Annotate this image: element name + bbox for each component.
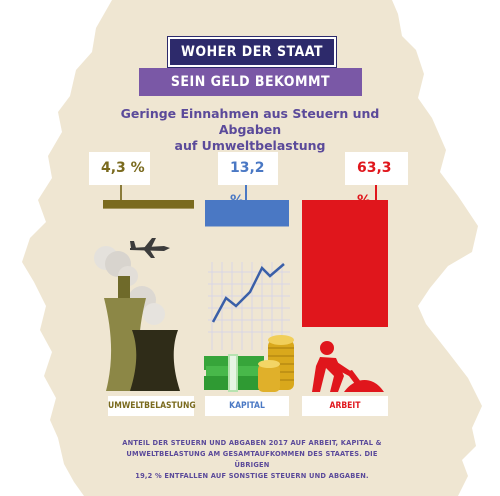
- title-line-1: WOHER DER STAAT: [167, 36, 337, 68]
- category-label-arbeit: ARBEIT: [302, 396, 388, 416]
- value-label-kapital: 13,2 %: [218, 152, 278, 209]
- bar-umweltbelastung: [103, 200, 194, 209]
- bar-kapital: [205, 200, 289, 227]
- subtitle-line-1: Geringe Einnahmen aus Steuern und Abgabe…: [120, 106, 380, 137]
- worker-shovel-icon: [312, 341, 384, 392]
- category-label-kapital: KAPITAL: [205, 396, 289, 416]
- subtitle: Geringe Einnahmen aus Steuern und Abgabe…: [90, 106, 410, 154]
- category-label-umweltbelastung: UMWELTBELASTUNG: [108, 396, 196, 416]
- cooling-tower-icon: [94, 246, 180, 391]
- value-label-umweltbelastung: 4,3 %: [89, 152, 150, 185]
- footnote-line-3: 19,2 % ENTFALLEN AUF SONSTIGE STEUERN UN…: [135, 471, 369, 480]
- money-stack-icon: [204, 354, 266, 392]
- footnote-line-2: UMWELTBELASTUNG AM GESAMTAUFKOMMEN DES S…: [126, 449, 378, 469]
- footnote: ANTEIL DER STEUERN UND ABGABEN 2017 AUF …: [118, 437, 386, 481]
- footnote-line-1: ANTEIL DER STEUERN UND ABGABEN 2017 AUF …: [122, 438, 382, 447]
- subtitle-line-2: auf Umweltbelastung: [174, 138, 326, 153]
- rising-line-chart-icon: [208, 262, 290, 350]
- coin-stack-icon: [258, 335, 294, 392]
- bar-arbeit: [302, 200, 388, 327]
- airplane-icon: [130, 238, 170, 258]
- title-line-2: SEIN GELD BEKOMMT: [139, 68, 362, 96]
- value-label-arbeit: 63,3 %: [345, 152, 408, 209]
